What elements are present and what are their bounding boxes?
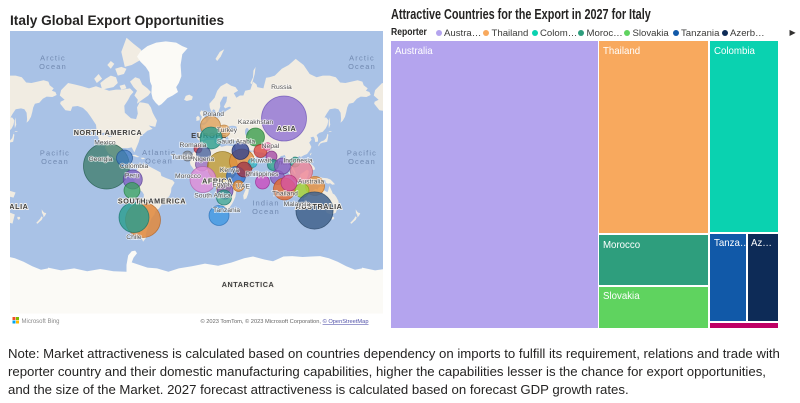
svg-text:Nepal: Nepal	[262, 143, 280, 150]
svg-text:Ocean: Ocean	[348, 157, 376, 166]
svg-text:Pacific: Pacific	[40, 149, 70, 158]
svg-text:Peru: Peru	[125, 173, 140, 180]
svg-text:Philippines: Philippines	[246, 171, 279, 178]
svg-text:Argentina: Argentina	[136, 197, 168, 206]
svg-text:Thailand: Thailand	[272, 191, 298, 198]
svg-text:Mexico: Mexico	[94, 140, 116, 147]
svg-text:NORTH AMERICA: NORTH AMERICA	[74, 128, 143, 137]
svg-text:Tanzania: Tanzania	[213, 207, 240, 214]
svg-text:Ocean: Ocean	[41, 157, 69, 166]
svg-text:Saudi Arabia: Saudi Arabia	[217, 139, 256, 146]
svg-text:AUSTRALIA: AUSTRALIA	[296, 202, 343, 211]
svg-text:Romania: Romania	[179, 142, 206, 149]
svg-text:Colombia: Colombia	[120, 163, 149, 170]
svg-text:Australia: Australia	[298, 179, 325, 186]
svg-text:Kazakhstan: Kazakhstan	[238, 119, 274, 126]
svg-text:Russia: Russia	[271, 84, 292, 91]
svg-text:ASIA: ASIA	[277, 124, 297, 133]
svg-text:Turkey: Turkey	[217, 127, 238, 134]
svg-text:Arctic: Arctic	[349, 54, 375, 63]
svg-text:Ocean: Ocean	[145, 157, 173, 166]
svg-text:Kuwait: Kuwait	[251, 158, 271, 165]
svg-text:SOUTH AMERICA: SOUTH AMERICA	[118, 197, 186, 206]
svg-text:Ocean: Ocean	[39, 62, 67, 71]
svg-text:Nigeria: Nigeria	[193, 156, 215, 163]
svg-text:Poland: Poland	[203, 111, 224, 118]
svg-text:Tunisia: Tunisia	[171, 154, 193, 161]
svg-text:© 2023 TomTom, © 2023 Microsof: © 2023 TomTom, © 2023 Microsoft Corporat…	[200, 318, 368, 325]
svg-text:Malaysia: Malaysia	[284, 201, 311, 208]
svg-text:Arctic: Arctic	[40, 54, 66, 63]
svg-text:Indian: Indian	[252, 199, 279, 208]
svg-text:Chile: Chile	[126, 234, 142, 241]
svg-text:Microsoft Bing: Microsoft Bing	[22, 319, 60, 325]
svg-text:Pacific: Pacific	[347, 149, 377, 158]
svg-text:AUSTRALIA: AUSTRALIA	[10, 202, 28, 211]
svg-text:ANTARCTICA: ANTARCTICA	[222, 280, 275, 289]
svg-text:South Africa: South Africa	[194, 193, 231, 200]
svg-text:AFRICA: AFRICA	[202, 177, 233, 186]
svg-text:Georgia: Georgia	[88, 156, 112, 163]
svg-text:Indonesia: Indonesia	[283, 158, 313, 165]
svg-text:Ocean: Ocean	[348, 62, 376, 71]
svg-text:Ocean: Ocean	[252, 207, 280, 216]
svg-text:Morocco: Morocco	[175, 173, 201, 180]
svg-text:Egypt: Egypt	[212, 182, 229, 189]
svg-text:Kenya: Kenya	[220, 167, 239, 174]
svg-text:Atlantic: Atlantic	[142, 148, 176, 157]
svg-text:UAE: UAE	[236, 184, 250, 191]
